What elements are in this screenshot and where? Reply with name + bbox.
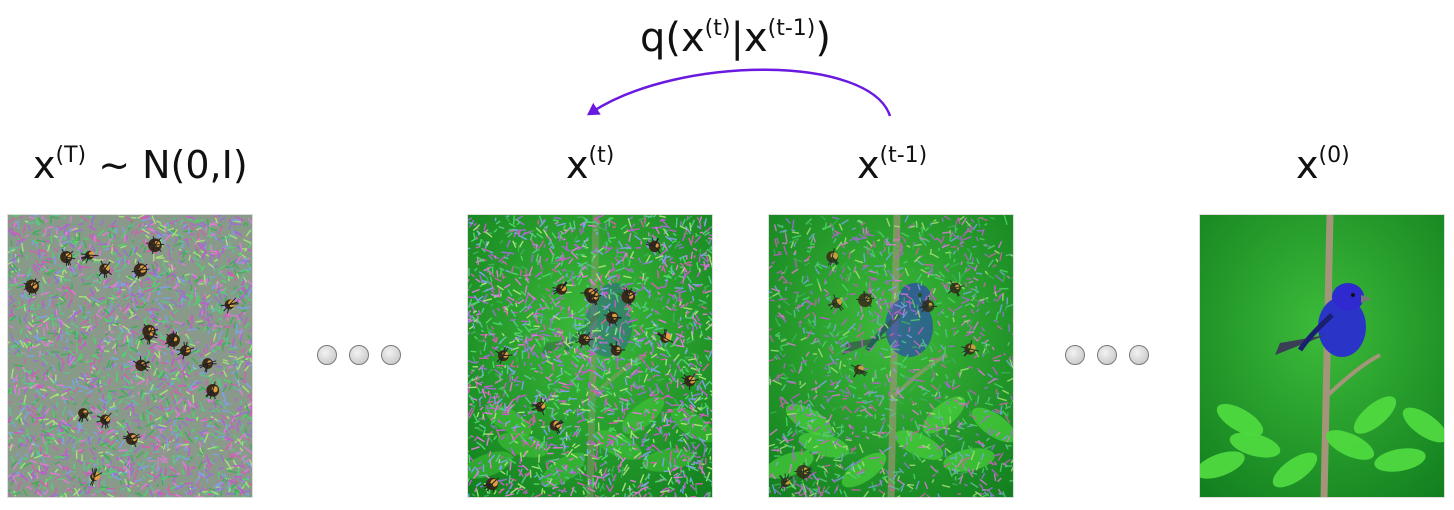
ellipsis-dot xyxy=(1129,345,1149,365)
stage-label-x0-base: x xyxy=(1296,143,1319,187)
clean-bird-image-canvas xyxy=(1200,215,1444,497)
noisy-bird-image-t-canvas xyxy=(468,215,712,497)
process-label-end: ) xyxy=(815,15,831,61)
ellipsis-dot xyxy=(1097,345,1117,365)
stage-label-xT-suffix: ~ N(0,I) xyxy=(86,143,248,187)
stage-label-x0: x(0) xyxy=(1296,143,1350,187)
stage-label-xT-sup: (T) xyxy=(55,143,87,168)
ellipsis-dot xyxy=(349,345,369,365)
noisy-bird-image-t xyxy=(467,214,713,498)
stage-label-xt: x(t) xyxy=(566,143,615,187)
process-label-sup-t-minus-1: (t-1) xyxy=(767,16,816,41)
stage-label-xt-minus-1-sup: (t-1) xyxy=(879,143,928,168)
stage-label-xt-minus-1-base: x xyxy=(857,143,880,187)
ellipsis-dot xyxy=(1065,345,1085,365)
pure-noise-image xyxy=(7,214,253,498)
process-label-base: q(x xyxy=(640,15,705,61)
ellipsis-dot xyxy=(381,345,401,365)
stage-label-xt-sup: (t) xyxy=(588,143,615,168)
noisy-bird-image-t-minus-1-canvas xyxy=(769,215,1013,497)
clean-bird-image xyxy=(1199,214,1445,498)
stage-label-x0-sup: (0) xyxy=(1318,143,1350,168)
pure-noise-image-canvas xyxy=(8,215,252,497)
stage-label-xT-base: x xyxy=(33,143,56,187)
stage-label-xt-base: x xyxy=(566,143,589,187)
process-label: q(x(t)|x(t-1)) xyxy=(640,15,831,61)
noisy-bird-image-t-minus-1 xyxy=(768,214,1014,498)
stage-label-xt-minus-1: x(t-1) xyxy=(857,143,928,187)
stage-label-xT: x(T) ~ N(0,I) xyxy=(33,143,248,187)
process-label-mid: |x xyxy=(730,15,768,61)
process-label-sup-t: (t) xyxy=(704,16,731,41)
ellipsis-dot xyxy=(317,345,337,365)
